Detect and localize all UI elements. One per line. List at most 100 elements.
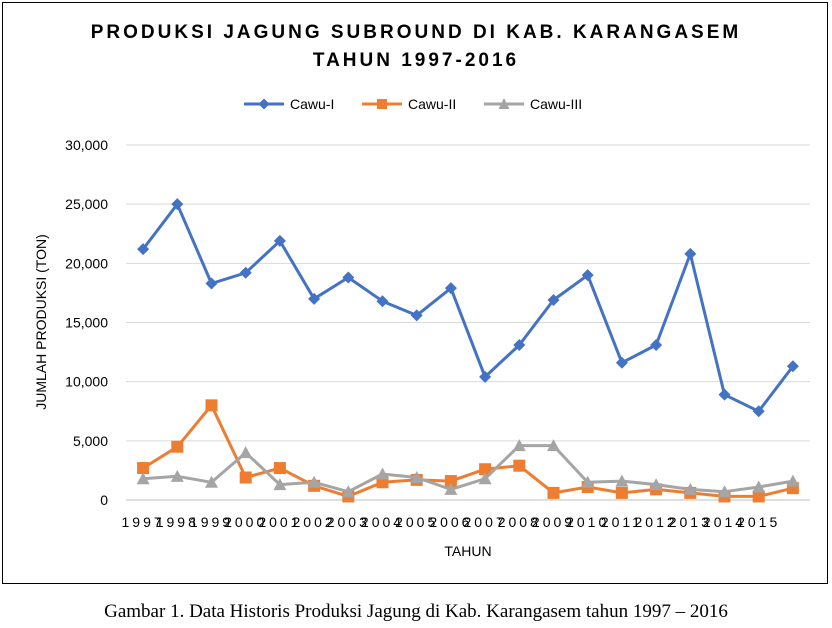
data-point — [752, 480, 766, 493]
data-point — [239, 266, 252, 279]
chart-title: PRODUKSI JAGUNG SUBROUND DI KAB. KARANGA… — [91, 22, 741, 43]
x-tick-label: 2003 — [327, 514, 370, 530]
data-point — [615, 486, 628, 499]
x-tick-label: 1999 — [190, 514, 233, 530]
x-tick-label: 2010 — [566, 514, 609, 530]
data-point — [376, 295, 389, 308]
data-point — [376, 467, 389, 480]
data-point — [513, 338, 526, 351]
x-tick-label: 2009 — [532, 514, 575, 530]
x-tick-label: 2013 — [669, 514, 712, 530]
data-point — [752, 490, 765, 503]
data-point — [239, 471, 252, 484]
data-point — [273, 478, 287, 491]
data-point — [683, 482, 697, 495]
data-point — [205, 399, 218, 412]
data-point — [547, 486, 560, 499]
data-point — [615, 474, 629, 487]
data-point — [171, 198, 184, 211]
data-point — [547, 294, 560, 307]
chart-subtitle: TAHUN 1997-2016 — [313, 50, 519, 71]
x-axis-title: TAHUN — [444, 543, 491, 559]
series-cawu-iii — [136, 439, 800, 498]
x-tick-label: 2014 — [703, 514, 746, 530]
x-tick-label: 1997 — [122, 514, 165, 530]
data-point — [752, 405, 765, 418]
data-point — [615, 356, 628, 369]
y-tick-label: 10,000 — [65, 374, 108, 390]
figure-caption: Gambar 1. Data Historis Produksi Jagung … — [104, 601, 728, 622]
data-point — [341, 485, 355, 498]
gridlines — [126, 144, 810, 442]
data-point — [650, 338, 663, 351]
data-point — [581, 269, 594, 282]
data-point — [786, 360, 799, 373]
data-point — [205, 475, 218, 488]
data-point — [479, 370, 492, 383]
data-point — [205, 277, 218, 290]
line-chart: PRODUKSI JAGUNG SUBROUND DI KAB. KARANGA… — [33, 22, 810, 559]
data-point — [137, 462, 150, 475]
y-axis-ticks: 0 5,000 10,000 15,000 20,000 25,000 30,000 — [65, 137, 108, 508]
data-point — [444, 282, 457, 295]
data-point — [136, 472, 150, 485]
data-point — [513, 459, 526, 472]
legend-marker-cawu-iii — [498, 98, 510, 109]
data-point — [444, 475, 457, 488]
series-layer — [136, 198, 800, 503]
data-point — [478, 472, 492, 485]
legend-marker-cawu-ii — [377, 99, 387, 109]
x-tick-label: 2011 — [601, 514, 643, 530]
data-point — [512, 439, 526, 452]
y-tick-label: 5,000 — [73, 433, 108, 449]
y-tick-label: 20,000 — [65, 255, 108, 271]
chart-frame — [2, 2, 828, 584]
data-point — [171, 440, 184, 453]
data-point — [786, 474, 800, 487]
data-point — [547, 439, 560, 452]
x-tick-label: 2001 — [258, 514, 301, 530]
x-tick-label: 2005 — [395, 514, 438, 530]
data-point — [410, 471, 424, 484]
x-tick-label: 2002 — [293, 514, 336, 530]
x-tick-label: 1998 — [156, 514, 199, 530]
y-axis-title: JUMLAH PRODUKSI (TON) — [33, 234, 49, 410]
x-axis-ticks: 1997199819992000200120022003200420052006… — [122, 514, 780, 530]
legend-item-cawu-ii: Cawu-II — [362, 96, 456, 112]
chart-legend: Cawu-I Cawu-II Cawu-III — [244, 96, 582, 112]
data-point — [444, 482, 458, 495]
y-tick-label: 30,000 — [65, 137, 108, 153]
legend-label-cawu-iii: Cawu-III — [530, 96, 582, 112]
series-line — [141, 202, 795, 413]
data-point — [239, 446, 253, 459]
legend-marker-cawu-i — [258, 98, 270, 110]
y-tick-label: 25,000 — [65, 196, 108, 212]
data-point — [684, 247, 697, 260]
x-tick-label: 2007 — [464, 514, 507, 530]
data-point — [342, 271, 355, 284]
data-point — [718, 485, 731, 498]
data-point — [170, 469, 184, 482]
series-cawu-ii — [137, 399, 799, 503]
y-tick-label: 0 — [100, 492, 108, 508]
legend-label-cawu-i: Cawu-I — [290, 96, 334, 112]
legend-item-cawu-i: Cawu-I — [244, 96, 334, 112]
legend-item-cawu-iii: Cawu-III — [484, 96, 582, 112]
data-point — [273, 462, 286, 475]
data-point — [307, 475, 321, 488]
series-cawu-i — [137, 198, 799, 418]
legend-label-cawu-ii: Cawu-II — [408, 96, 456, 112]
x-tick-label: 2008 — [498, 514, 541, 530]
data-point — [308, 292, 321, 305]
data-point — [137, 243, 150, 256]
x-tick-label: 2004 — [361, 514, 404, 530]
y-tick-label: 15,000 — [65, 315, 108, 331]
data-point — [649, 478, 663, 491]
data-point — [718, 388, 731, 401]
x-tick-label: 2000 — [224, 514, 267, 530]
x-tick-label: 2015 — [737, 514, 780, 530]
x-tick-label: 2012 — [635, 514, 678, 530]
data-point — [273, 234, 286, 247]
data-point — [410, 309, 423, 322]
data-point — [581, 475, 595, 488]
